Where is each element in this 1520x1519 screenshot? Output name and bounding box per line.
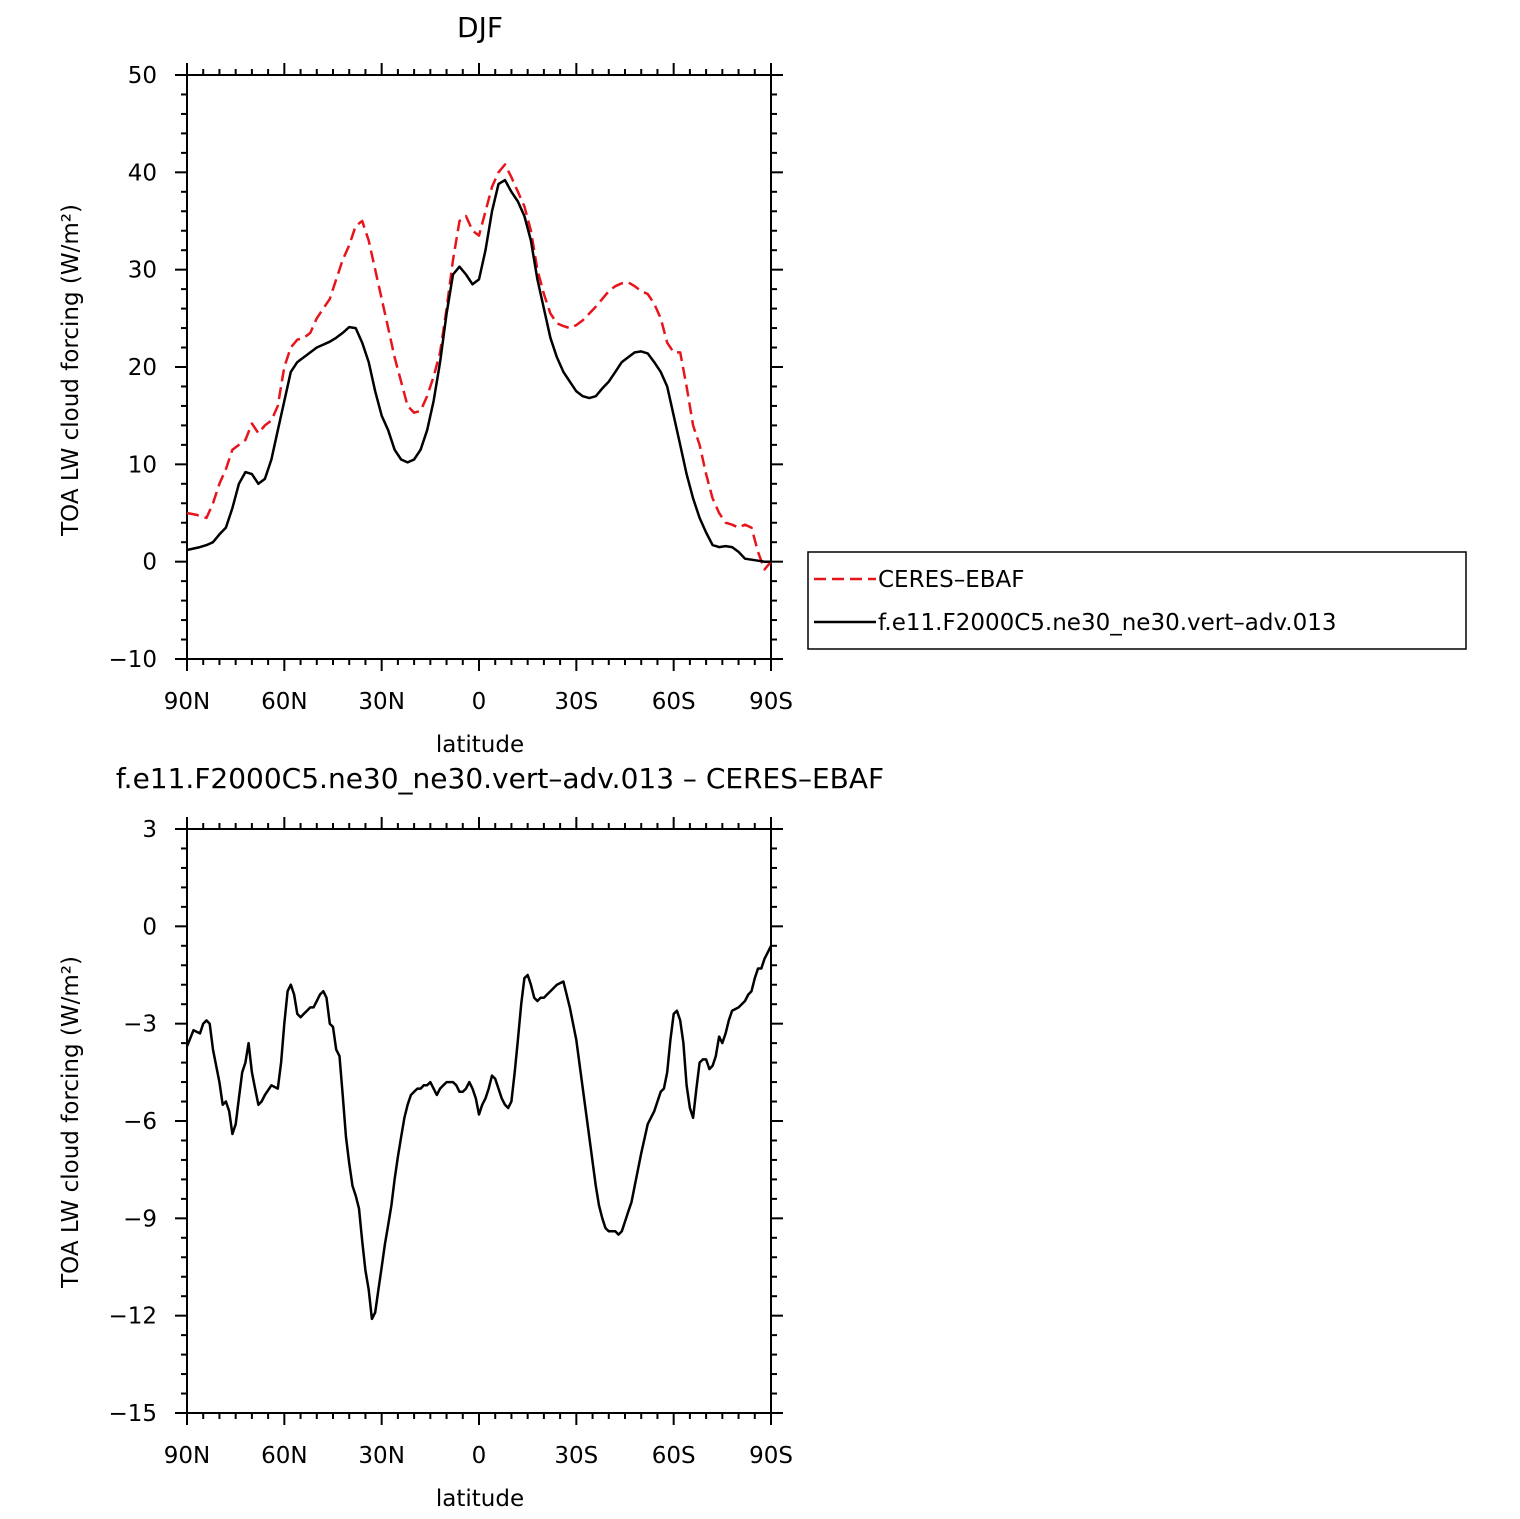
- bottom-xtick-label: 90N: [164, 1443, 210, 1469]
- top-ytick-label: 50: [128, 63, 157, 89]
- panel-bottom-ylabel: TOA LW cloud forcing (W/m²): [58, 956, 84, 1289]
- panel-bottom: f.e11.F2000C5.ne30_ne30.vert–adv.013 – C…: [58, 762, 884, 1512]
- legend-label-ceres: CERES–EBAF: [878, 567, 1024, 593]
- legend: CERES–EBAF f.e11.F2000C5.ne30_ne30.vert–…: [807, 551, 1467, 650]
- top-ytick-label: 20: [128, 355, 157, 381]
- top-ytick-label: 10: [128, 452, 157, 478]
- top-xtick-label: 30N: [358, 689, 404, 715]
- top-xtick-label: 60N: [261, 689, 307, 715]
- bottom-xtick-label: 0: [472, 1443, 487, 1469]
- panel-top-title: DJF: [457, 11, 503, 44]
- panel-top: DJF −10 0 10 20 30 40 50 90N 60N 30N 0 30S 60S 90S la…: [58, 11, 1467, 758]
- panel-bottom-plot: −15 −12 −9 −6 −3 0 3 90N 60N 30N 0 30S 60S 90S: [108, 817, 793, 1469]
- bottom-xtick-label: 90S: [749, 1443, 793, 1469]
- top-ytick-label: 0: [142, 550, 157, 576]
- panel-top-xlabel: latitude: [436, 732, 524, 758]
- top-ytick-label: 30: [128, 258, 157, 284]
- top-xtick-label: 60S: [652, 689, 696, 715]
- bottom-plot-frame: [186, 828, 772, 1414]
- panel-bottom-title: f.e11.F2000C5.ne30_ne30.vert–adv.013 – C…: [116, 762, 884, 795]
- top-ytick-label: −10: [108, 647, 157, 673]
- top-xtick-label: 30S: [554, 689, 598, 715]
- bottom-xtick-label: 60S: [652, 1443, 696, 1469]
- bottom-ytick-label: 3: [142, 817, 157, 843]
- panel-top-ylabel: TOA LW cloud forcing (W/m²): [58, 204, 84, 537]
- panel-top-plot: −10 0 10 20 30 40 50 90N 60N 30N 0 30S 60S 90S: [108, 63, 793, 715]
- bottom-xtick-label: 30N: [358, 1443, 404, 1469]
- top-xtick-label: 90S: [749, 689, 793, 715]
- top-xtick-label: 0: [472, 689, 487, 715]
- bottom-ytick-label: −6: [123, 1109, 157, 1135]
- legend-box: [807, 551, 1467, 650]
- top-series-line-1: [186, 178, 771, 563]
- top-series-line-0: [186, 163, 772, 571]
- bottom-series-line-0: [185, 945, 773, 1321]
- top-ytick-label: 40: [128, 160, 157, 186]
- top-xtick-label: 90N: [164, 689, 210, 715]
- bottom-ytick-label: −15: [108, 1401, 157, 1427]
- bottom-xtick-label: 60N: [261, 1443, 307, 1469]
- bottom-ytick-label: 0: [142, 914, 157, 940]
- legend-label-model: f.e11.F2000C5.ne30_ne30.vert–adv.013: [878, 610, 1337, 636]
- bottom-xtick-label: 30S: [554, 1443, 598, 1469]
- bottom-ytick-label: −3: [123, 1012, 157, 1038]
- panel-bottom-xlabel: latitude: [436, 1486, 524, 1512]
- bottom-ytick-label: −12: [108, 1304, 157, 1330]
- bottom-ytick-label: −9: [123, 1206, 157, 1232]
